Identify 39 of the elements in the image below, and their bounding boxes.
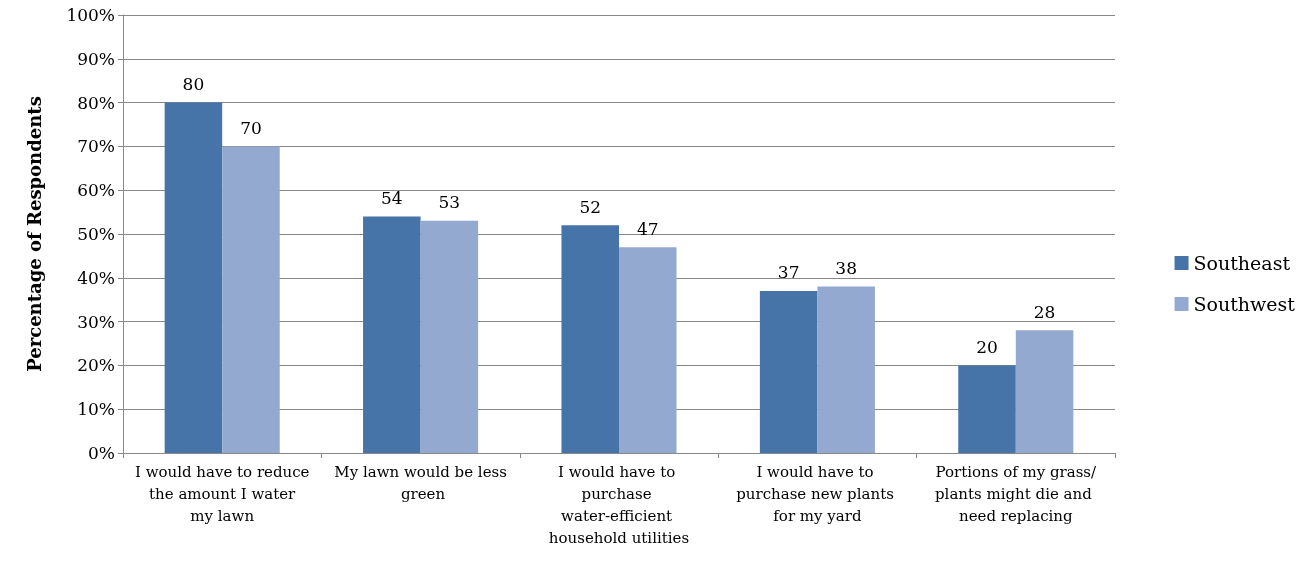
x-tick-label: I would have to purchase water-efficient household utilities [548,463,690,547]
data-label: 37 [777,262,800,283]
y-tick-label: 20% [77,355,115,376]
y-tick-label: 50% [77,224,115,244]
y-tick-label: 30% [77,311,115,332]
y-tick-label: 70% [77,136,115,157]
bar [420,220,479,453]
y-tick-label: 10% [77,399,115,420]
y-tick-label: 40% [77,267,115,288]
data-label: 28 [1033,301,1056,322]
bar [958,365,1016,453]
data-label: 54 [381,187,403,208]
x-tick-label: I would have to purchase new plants for my yard [736,463,899,525]
y-tick-label: 90% [77,48,115,69]
x-tick-label: Portions of my grass/plants might die and need replacing [935,463,1098,525]
data-label: 53 [438,192,461,213]
y-tick-label: 0% [88,443,115,463]
bar [363,216,421,453]
legend-label: Southwest [1193,293,1296,315]
bar [164,102,223,453]
data-label: 38 [835,258,857,279]
legend-label: Southeast [1193,252,1291,274]
bar [222,146,280,453]
data-label: 20 [976,336,998,357]
y-tick-label: 100% [66,5,115,25]
y-tick-label: 80% [77,92,115,113]
x-tick-label: My lawn would be less green [334,463,507,503]
bar [619,247,677,453]
y-tick-label: 60% [77,180,115,201]
data-label: 80 [182,74,205,95]
y-axis-title: Percentage of Respondents [23,96,45,372]
data-label: 70 [240,117,262,138]
bar [561,225,619,453]
bar [759,290,818,453]
data-label: 52 [579,196,602,217]
bar [1015,330,1074,453]
bar [817,286,875,453]
x-tick-label: I would have to reduce the amount I water my lawn [134,463,310,525]
data-label: 47 [636,218,659,239]
